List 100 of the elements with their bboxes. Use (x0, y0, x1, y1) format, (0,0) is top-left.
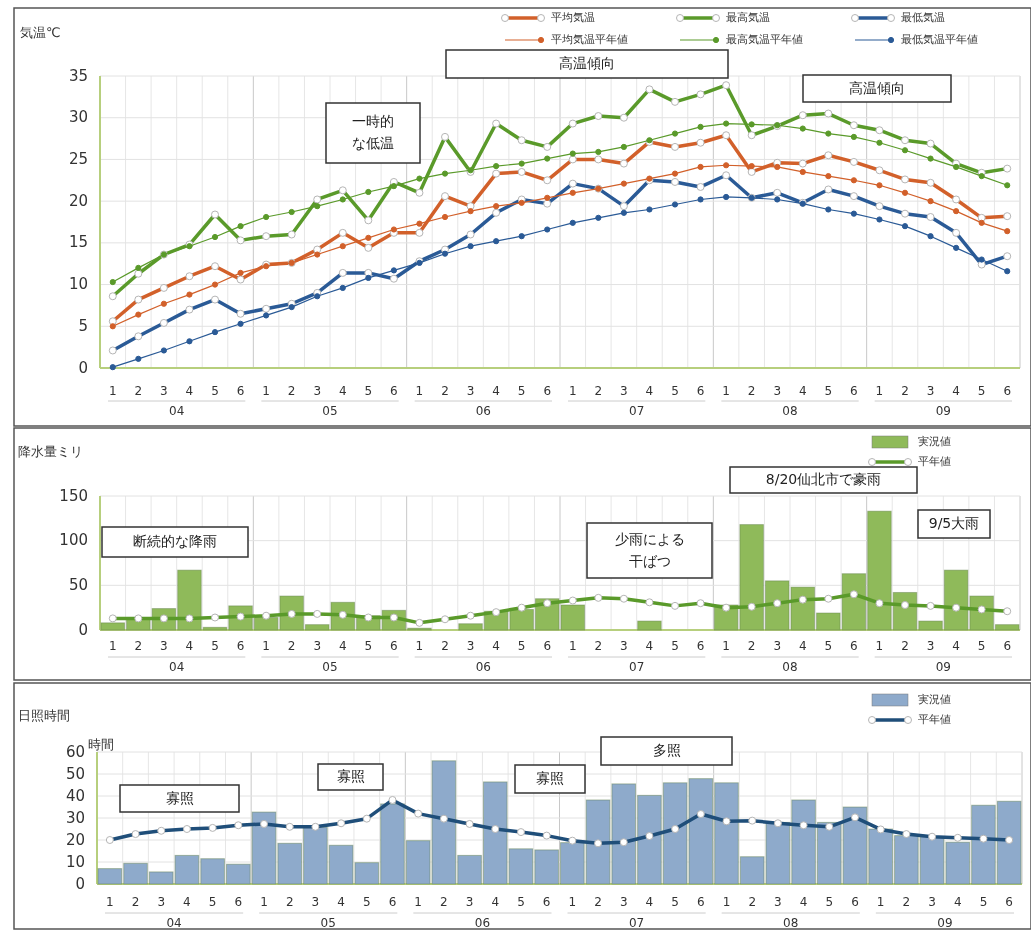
x-tick-label: 1 (722, 894, 731, 909)
x-tick-label: 2 (287, 383, 296, 398)
x-tick-label: 3 (313, 383, 322, 398)
x-tick-label: 3 (773, 383, 782, 398)
y-axis-title: 時間 (88, 736, 114, 752)
x-tick-label: 6 (1003, 638, 1012, 653)
x-tick-label: 5 (211, 383, 219, 398)
x-tick-label: 1 (262, 638, 270, 653)
annotation: 寡照 (165, 789, 194, 806)
y-tick-label: 30 (65, 808, 85, 827)
y-tick-label: 10 (65, 852, 85, 871)
text: 04 (169, 659, 185, 674)
y-tick-label: 0 (75, 874, 85, 893)
x-tick-label: 2 (134, 638, 143, 653)
legend-label: 最低気温平年値 (901, 33, 978, 46)
x-tick-label: 3 (157, 894, 166, 909)
x-tick-label: 2 (441, 638, 449, 653)
x-tick-label: 4 (952, 383, 960, 398)
annotation: 断続的な降雨 (133, 533, 217, 549)
x-tick-label: 1 (108, 638, 117, 653)
x-tick-label: 6 (696, 638, 705, 653)
x-tick-label: 3 (620, 638, 628, 653)
x-tick-label: 5 (362, 894, 371, 909)
x-tick-label: 6 (697, 894, 705, 909)
x-tick-label: 3 (620, 383, 628, 398)
x-tick-label: 4 (492, 383, 500, 398)
x-tick-label: 5 (671, 383, 679, 398)
x-tick-label: 4 (338, 383, 347, 398)
x-tick-label: 2 (285, 894, 294, 909)
annotation: 9/5大雨 (928, 515, 980, 531)
x-tick-label: 6 (390, 638, 398, 653)
y-tick-label: 20 (65, 830, 85, 849)
x-tick-label: 3 (926, 383, 935, 398)
x-tick-label: 2 (594, 894, 602, 909)
x-tick-label: 1 (568, 383, 577, 398)
x-tick-label: 6 (388, 894, 397, 909)
x-tick-label: 6 (542, 894, 551, 909)
x-tick-label: 3 (311, 894, 320, 909)
x-tick-label: 1 (876, 894, 885, 909)
x-tick-label: 4 (953, 894, 962, 909)
x-tick-label: 6 (390, 383, 398, 398)
text: 07 (628, 915, 645, 930)
y-tick-label: 20 (68, 191, 88, 210)
x-tick-label: 3 (466, 383, 475, 398)
y-axis-title: 気温℃ (20, 24, 61, 40)
x-tick-label: 3 (313, 638, 322, 653)
y-axis-title: 降水量ミリ (18, 443, 83, 459)
annotation: 寡照 (536, 770, 564, 786)
x-tick-label: 3 (926, 638, 935, 653)
x-tick-label: 6 (851, 894, 859, 909)
x-tick-label: 4 (798, 638, 807, 653)
text: 8/20仙北市で豪雨 (765, 471, 882, 487)
x-tick-label: 3 (773, 638, 782, 653)
y-tick-label: 0 (78, 358, 88, 377)
x-tick-label: 6 (1003, 383, 1012, 398)
x-tick-label: 1 (722, 383, 730, 398)
x-tick-label: 5 (977, 638, 986, 653)
x-tick-label: 1 (108, 383, 117, 398)
x-tick-label: 2 (594, 383, 603, 398)
x-tick-label: 4 (183, 894, 191, 909)
x-tick-label: 3 (160, 383, 168, 398)
x-tick-label: 6 (236, 638, 245, 653)
chart-title: 日照時間 (18, 707, 70, 723)
x-tick-label: 4 (645, 383, 654, 398)
x-tick-label: 3 (160, 638, 168, 653)
x-tick-label: 6 (696, 383, 705, 398)
text: 07 (629, 659, 645, 674)
y-tick-label: 30 (68, 108, 88, 127)
x-tick-label: 5 (977, 383, 986, 398)
annotation: 少雨による干ばつ (614, 530, 685, 569)
x-tick-label: 6 (850, 638, 858, 653)
y-tick-label: 10 (68, 275, 88, 294)
x-tick-label: 4 (491, 894, 500, 909)
x-tick-label: 2 (901, 638, 909, 653)
x-tick-label: 5 (825, 894, 834, 909)
x-tick-label: 4 (645, 638, 654, 653)
y-tick-label: 0 (78, 620, 88, 639)
y-tick-label: 5 (78, 316, 88, 335)
text: 09 (935, 659, 951, 674)
x-tick-label: 4 (337, 894, 345, 909)
x-tick-label: 6 (850, 383, 858, 398)
x-tick-label: 5 (211, 638, 219, 653)
y-tick-label: 15 (68, 233, 88, 252)
x-tick-label: 2 (134, 383, 143, 398)
legend-label: 最高気温 (726, 11, 770, 24)
x-tick-label: 5 (517, 383, 526, 398)
x-tick-label: 1 (262, 383, 270, 398)
x-tick-label: 3 (774, 894, 782, 909)
text: 08 (782, 403, 798, 418)
x-tick-label: 2 (747, 638, 756, 653)
text: 07 (629, 403, 645, 418)
y-tick-label: 25 (68, 149, 88, 168)
text: 08 (782, 659, 798, 674)
x-tick-label: 1 (415, 638, 424, 653)
text: 06 (474, 915, 491, 930)
legend-label: 実況値 (918, 435, 951, 448)
x-tick-label: 1 (415, 383, 424, 398)
text: 05 (322, 659, 338, 674)
x-tick-label: 1 (414, 894, 422, 909)
text: 05 (322, 403, 338, 418)
